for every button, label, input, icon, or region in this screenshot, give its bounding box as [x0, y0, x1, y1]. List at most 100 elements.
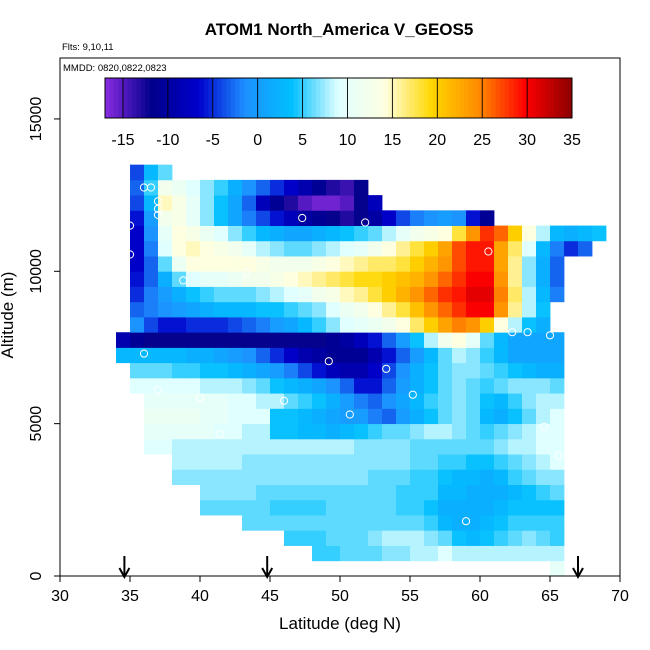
colorbar-swatch	[253, 78, 259, 118]
heatmap-cell	[130, 332, 145, 348]
heatmap-cell	[438, 225, 453, 242]
colorbar-swatch	[540, 78, 546, 118]
heatmap-cell	[522, 515, 537, 531]
heatmap-cell	[536, 362, 551, 379]
heatmap-cell	[214, 393, 229, 409]
heatmap-cell	[368, 454, 383, 470]
heatmap-cell	[396, 347, 411, 364]
colorbar-swatch	[549, 78, 555, 118]
colorbar-swatch	[334, 78, 339, 118]
heatmap-cell	[144, 408, 159, 425]
heatmap-cell	[298, 332, 313, 348]
colorbar-swatch	[482, 78, 488, 118]
heatmap-cell	[144, 423, 159, 440]
heatmap-cell	[130, 164, 145, 181]
heatmap-cell	[326, 423, 341, 440]
heatmap-cell	[214, 271, 229, 287]
colorbar-swatch	[504, 78, 510, 118]
heatmap-cell	[368, 377, 383, 394]
heatmap-cell	[130, 210, 145, 226]
heatmap-cell	[326, 225, 341, 242]
heatmap-cell	[298, 210, 313, 226]
heatmap-cell	[200, 317, 215, 333]
heatmap-cell	[228, 240, 243, 257]
colorbar-swatch	[473, 78, 479, 118]
heatmap-cell	[550, 393, 565, 409]
heatmap-cell	[536, 484, 551, 501]
heatmap-cell	[550, 286, 565, 303]
heatmap-cell	[536, 438, 551, 455]
heatmap-cell	[480, 499, 495, 516]
heatmap-cell	[480, 347, 495, 364]
heatmap-cell	[228, 438, 243, 455]
heatmap-cell	[326, 301, 341, 318]
heatmap-cell	[550, 530, 565, 546]
heatmap-cell	[214, 469, 229, 485]
x-tick-label: 65	[541, 588, 559, 605]
heatmap-cell	[480, 240, 495, 257]
heatmap-cell	[396, 362, 411, 379]
heatmap-cell	[550, 499, 565, 516]
heatmap-cell	[144, 347, 159, 364]
heatmap-cell	[354, 256, 369, 272]
heatmap-cell	[382, 377, 397, 394]
heatmap-cell	[452, 301, 467, 318]
heatmap-cell	[270, 317, 285, 333]
heatmap-cell	[410, 286, 425, 303]
heatmap-cell	[158, 377, 173, 394]
heatmap-cell	[368, 271, 383, 287]
heatmap-cell	[494, 347, 509, 364]
heatmap-cell	[186, 362, 201, 379]
colorbar-swatch	[284, 78, 290, 118]
heatmap-cell	[256, 454, 271, 470]
heatmap-cell	[200, 499, 215, 516]
heatmap-cell	[284, 484, 299, 501]
heatmap-cell	[172, 438, 187, 455]
heatmap-cell	[536, 225, 551, 242]
heatmap-cell	[284, 347, 299, 364]
heatmap-cell	[410, 377, 425, 394]
heatmap-cell	[242, 317, 257, 333]
heatmap-cell	[158, 256, 173, 272]
heatmap-cell	[396, 240, 411, 257]
heatmap-cell	[200, 423, 215, 440]
heatmap-cell	[284, 210, 299, 226]
heatmap-cell	[284, 377, 299, 394]
heatmap-cell	[312, 515, 327, 531]
heatmap-cell	[508, 515, 523, 531]
flight-point	[153, 210, 163, 219]
heatmap-cell	[340, 393, 355, 409]
heatmap-cell	[256, 256, 271, 272]
heatmap-cell	[564, 225, 579, 242]
heatmap-cell	[158, 408, 173, 425]
flight-point	[361, 218, 370, 227]
heatmap-cell	[228, 225, 243, 242]
flight-point	[153, 204, 163, 213]
heatmap-cell	[424, 408, 439, 425]
heatmap-cell	[172, 301, 187, 318]
colorbar-swatch	[105, 78, 110, 118]
heatmap-cell	[340, 408, 355, 425]
heatmap-cell	[158, 362, 173, 379]
heatmap-cell	[452, 469, 467, 485]
heatmap-cell	[536, 286, 551, 303]
heatmap-cell	[130, 195, 145, 211]
heatmap-cell	[410, 515, 425, 531]
heatmap-cell	[340, 423, 355, 440]
heatmap-cell	[256, 362, 271, 379]
heatmap-cell	[494, 271, 509, 287]
heatmap-cell	[368, 240, 383, 257]
colorbar-swatch	[158, 78, 164, 118]
heatmap-cell	[256, 271, 271, 287]
heatmap-cell	[354, 545, 369, 562]
heatmap-cell	[228, 484, 243, 501]
colorbar-swatch	[212, 78, 218, 118]
heatmap-cell	[396, 271, 411, 287]
heatmap-cell	[256, 469, 271, 485]
heatmap-cell	[508, 377, 523, 394]
heatmap-cell	[550, 271, 565, 287]
heatmap-cell	[494, 469, 509, 485]
heatmap-cell	[480, 256, 495, 272]
heatmap-cell	[186, 286, 201, 303]
heatmap-cell	[480, 210, 495, 226]
